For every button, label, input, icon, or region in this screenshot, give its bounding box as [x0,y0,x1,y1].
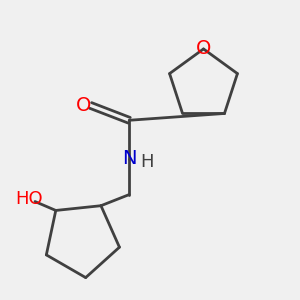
Text: O: O [75,96,91,115]
Text: N: N [122,149,136,168]
Text: H: H [140,153,154,171]
Text: HO: HO [15,190,43,208]
Text: O: O [196,39,211,58]
